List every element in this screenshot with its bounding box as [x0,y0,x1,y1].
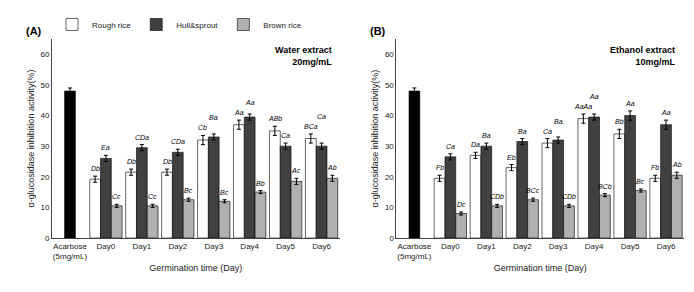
svg-text:Fb: Fb [651,164,659,171]
svg-text:Day2: Day2 [168,242,187,251]
svg-text:Day3: Day3 [204,242,223,251]
svg-text:(B): (B) [370,25,386,37]
svg-text:60: 60 [40,50,49,59]
svg-text:30: 30 [40,142,49,151]
svg-text:10: 10 [385,203,394,212]
svg-text:AaAa: AaAa [574,103,592,110]
svg-text:Ca: Ca [543,128,552,135]
svg-text:Acarbose(5mg/mL): Acarbose(5mg/mL) [397,242,432,261]
svg-text:Aa: Aa [234,109,244,116]
svg-text:20: 20 [40,173,49,182]
svg-text:Eb: Eb [507,154,516,161]
svg-text:Day5: Day5 [621,242,640,251]
svg-text:Dc: Dc [457,201,466,208]
svg-text:BCc: BCc [526,187,540,194]
svg-text:Day3: Day3 [549,242,568,251]
svg-text:Rough rice: Rough rice [92,21,131,30]
svg-text:Day4: Day4 [585,242,604,251]
svg-text:10: 10 [40,203,49,212]
svg-text:CDa: CDa [135,134,149,141]
svg-text:Cc: Cc [148,193,157,200]
svg-text:CDa: CDa [171,138,185,145]
svg-text:Day4: Day4 [240,242,259,251]
svg-text:Day1: Day1 [477,242,496,251]
svg-text:α-glucosidase inhibition activ: α-glucosidase inhibition activity(%) [370,70,380,208]
svg-text:Germination time (Day): Germination time (Day) [149,263,242,273]
svg-text:Ca: Ca [446,143,455,150]
svg-text:Ab: Ab [327,164,337,171]
svg-text:Ba: Ba [482,132,491,139]
svg-text:Acarbose(5mg/mL): Acarbose(5mg/mL) [53,242,88,261]
svg-text:Bc: Bc [636,178,645,185]
svg-text:Day5: Day5 [276,242,295,251]
svg-text:Day2: Day2 [513,242,532,251]
svg-text:Aa: Aa [661,109,671,116]
svg-text:Aa: Aa [625,100,635,107]
svg-text:ABb: ABb [268,115,282,122]
svg-text:0: 0 [389,234,394,243]
svg-text:0: 0 [45,234,50,243]
svg-text:20: 20 [385,173,394,182]
svg-text:Ethanol extract10mg/mL: Ethanol extract10mg/mL [610,45,676,67]
svg-text:40: 40 [40,111,49,120]
svg-text:Fb: Fb [436,164,444,171]
svg-text:Day0: Day0 [97,242,116,251]
svg-text:Db: Db [127,158,136,165]
svg-text:Day6: Day6 [312,242,331,251]
svg-text:Ba: Ba [518,128,527,135]
svg-text:Hull&sprout: Hull&sprout [176,21,218,30]
svg-text:Ea: Ea [101,144,110,151]
svg-text:α-glucosidase inhibition activ: α-glucosidase inhibition activity(%) [26,70,36,208]
svg-text:Da: Da [471,141,480,148]
svg-text:Ba: Ba [209,114,218,121]
svg-text:Db: Db [91,165,100,172]
svg-text:(A): (A) [26,25,42,37]
svg-text:Day0: Day0 [441,242,460,251]
svg-text:Bb: Bb [256,180,265,187]
svg-text:50: 50 [40,81,49,90]
svg-text:Aa: Aa [245,99,255,106]
svg-text:Brown rice: Brown rice [263,21,301,30]
svg-text:Bc: Bc [184,187,193,194]
svg-text:CDb: CDb [562,193,576,200]
svg-text:Cc: Cc [112,193,121,200]
svg-text:Day6: Day6 [657,242,676,251]
svg-text:Day1: Day1 [133,242,152,251]
svg-text:Ab: Ab [672,161,682,168]
svg-text:Cb: Cb [198,124,207,131]
svg-text:Bc: Bc [220,189,229,196]
svg-text:40: 40 [385,111,394,120]
svg-text:Ac: Ac [291,167,301,174]
svg-text:Bb: Bb [615,118,624,125]
svg-text:30: 30 [385,142,394,151]
svg-text:Db: Db [163,158,172,165]
svg-text:Ca: Ca [317,113,326,120]
svg-text:Germination time (Day): Germination time (Day) [494,263,587,273]
svg-text:BCb: BCb [598,183,612,190]
svg-text:CDb: CDb [490,193,504,200]
svg-text:BCa: BCa [304,123,318,130]
svg-text:Aa: Aa [589,93,599,100]
svg-text:Water extract20mg/mL: Water extract20mg/mL [275,45,332,67]
svg-text:Ca: Ca [281,132,290,139]
svg-text:Ba: Ba [554,118,563,125]
svg-text:60: 60 [385,50,394,59]
svg-text:50: 50 [385,81,394,90]
